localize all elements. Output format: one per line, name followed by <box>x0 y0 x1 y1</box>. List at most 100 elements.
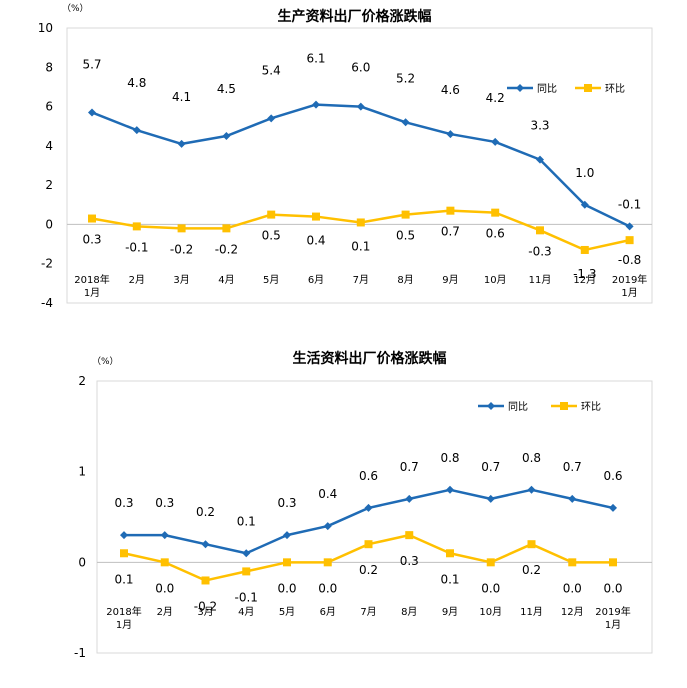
mom-data-label: -0.2 <box>215 242 238 256</box>
x-tick-label: 9月 <box>442 274 458 286</box>
yoy-point <box>609 503 617 512</box>
y-tick-label: 10 <box>38 21 53 35</box>
mom-point <box>160 558 169 567</box>
mom-data-label: -0.1 <box>235 590 258 604</box>
mom-data-label: 0.4 <box>306 234 325 248</box>
yoy-point <box>177 139 186 148</box>
yoy-data-label: 0.7 <box>481 460 500 474</box>
consumer-goods-price-chart: 生活资料出厂价格涨跌幅 （%） -1 0 1 2 2018年 1月 2月 3月 4月 5月 6月 7月 8月… <box>74 350 653 660</box>
x-tick-label: 4月 <box>238 606 254 618</box>
mom-point <box>132 222 141 231</box>
yoy-point <box>446 485 454 494</box>
y-tick-label: 0 <box>45 217 53 231</box>
yoy-data-label: 0.8 <box>522 451 541 465</box>
producer-goods-price-chart: 生产资料出厂价格涨跌幅 （%） -4 -2 0 2 4 6 8 10 2018年 1月 2月 3月 4月 5月… <box>38 3 653 310</box>
yoy-data-label: 5.2 <box>396 71 415 85</box>
mom-data-label: 0.1 <box>351 239 370 253</box>
yoy-data-label: 0.1 <box>237 514 256 528</box>
yoy-point <box>201 540 210 549</box>
x-tick-label: 3月 <box>173 274 189 286</box>
x-tick-label: 5月 <box>263 274 279 286</box>
yoy-data-label: 6.0 <box>351 61 370 75</box>
y-tick-label: 1 <box>78 465 86 479</box>
mom-point <box>536 226 544 235</box>
yoy-data-label: 0.3 <box>277 496 296 510</box>
mom-point <box>527 540 536 549</box>
x-tick-label: 10月 <box>479 606 502 618</box>
mom-point <box>267 210 276 219</box>
y-tick-label: 2 <box>78 374 86 388</box>
x-tick-label: 6月 <box>320 606 336 618</box>
mom-data-label: 0.6 <box>486 227 505 241</box>
x-tick-label: 8月 <box>401 606 417 618</box>
yoy-data-label: 6.1 <box>306 52 325 66</box>
plot-area-border <box>66 27 653 304</box>
yoy-point <box>132 126 141 135</box>
yoy-data-label: 0.6 <box>603 469 622 483</box>
yoy-data-label: 5.7 <box>82 57 101 71</box>
mom-point <box>283 558 291 567</box>
yoy-data-label: 0.8 <box>440 451 459 465</box>
y-tick-label: 4 <box>45 139 53 153</box>
yoy-data-label: 0.7 <box>400 460 419 474</box>
x-tick-label: 4月 <box>218 274 234 286</box>
x-tick-label: 5月 <box>279 606 295 618</box>
mom-point <box>242 567 251 576</box>
yoy-point <box>242 549 251 558</box>
yoy-data-label: 4.5 <box>217 82 236 96</box>
mom-point <box>580 245 589 254</box>
mom-point <box>356 218 365 227</box>
yoy-point <box>568 494 577 503</box>
mom-point <box>491 208 500 217</box>
yoy-point <box>364 503 373 512</box>
mom-data-label: 0.3 <box>400 554 419 568</box>
yoy-point <box>446 130 455 139</box>
yoy-data-label: 4.2 <box>486 91 505 105</box>
legend-label-yoy: 同比 <box>508 401 528 413</box>
yoy-data-label: -0.1 <box>618 197 641 211</box>
mom-data-label: 0.0 <box>603 581 622 595</box>
legend-marker <box>516 84 524 92</box>
mom-point <box>609 558 617 567</box>
mom-data-label: 0.0 <box>481 581 500 595</box>
mom-point <box>401 210 410 219</box>
x-tick-label: 2月 <box>157 606 173 618</box>
yoy-point <box>527 485 536 494</box>
mom-data-label: -0.8 <box>618 253 641 267</box>
chart-title: 生活资料出厂价格涨跌幅 <box>293 350 447 367</box>
mom-point <box>323 558 332 567</box>
x-tick-label: 8月 <box>397 274 413 286</box>
y-tick-label: 8 <box>45 60 53 74</box>
yoy-data-label: 0.7 <box>563 460 582 474</box>
x-tick-label: 2019年 1月 <box>595 605 630 631</box>
yoy-point <box>120 531 128 540</box>
mom-point <box>446 206 455 215</box>
x-tick-label: 6月 <box>308 274 324 286</box>
yoy-data-label: 0.3 <box>114 496 133 510</box>
yoy-point <box>491 137 500 146</box>
mom-point <box>446 549 454 558</box>
x-tick-label: 12月 <box>573 274 596 286</box>
legend-label-mom: 环比 <box>605 83 625 95</box>
y-tick-label: 2 <box>45 178 53 192</box>
mom-data-label: 0.7 <box>441 225 460 239</box>
x-tick-label: 7月 <box>353 274 369 286</box>
legend-marker <box>560 402 568 410</box>
mom-point <box>486 558 495 567</box>
yoy-point <box>625 222 634 231</box>
yoy-point <box>356 102 365 111</box>
x-tick-label: 2018年 1月 <box>106 605 141 631</box>
mom-data-label: 0.0 <box>277 581 296 595</box>
y-tick-label: 6 <box>45 100 53 114</box>
yoy-point <box>88 108 96 117</box>
mom-point <box>88 214 96 223</box>
yoy-point <box>267 114 276 123</box>
x-tick-label: 2018年 1月 <box>74 273 109 299</box>
x-tick-label: 7月 <box>360 606 376 618</box>
yoy-point <box>486 494 495 503</box>
mom-point <box>222 224 231 233</box>
mom-data-label: -1.3 <box>573 267 596 281</box>
mom-data-label: 0.0 <box>155 581 174 595</box>
mom-point <box>364 540 373 549</box>
yoy-data-label: 4.8 <box>127 76 146 90</box>
